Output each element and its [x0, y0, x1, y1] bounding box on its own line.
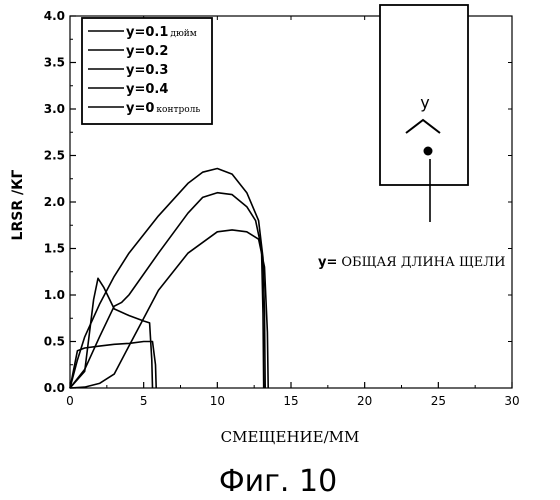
- y-tick-label: 3.0: [44, 102, 65, 116]
- y-tick-label: 0.0: [44, 381, 65, 395]
- x-tick-label: 10: [210, 394, 225, 408]
- series-line-1: [70, 342, 156, 389]
- inset-hole-dot: [424, 147, 433, 156]
- legend-label-3: y=0.4: [126, 82, 168, 97]
- x-tick-label: 25: [431, 394, 446, 408]
- y-tick-label: 3.5: [44, 56, 65, 70]
- inset-caption-text: ОБЩАЯ ДЛИНА ЩЕЛИ: [341, 255, 505, 270]
- x-axis-label: СМЕЩЕНИЕ/ММ: [221, 428, 360, 446]
- x-tick-label: 0: [66, 394, 74, 408]
- series-line-2: [70, 193, 264, 388]
- inset-y-label: y: [420, 93, 429, 112]
- legend-label-1: y=0.2: [126, 44, 168, 59]
- inset-diagram: y: [380, 5, 468, 222]
- y-tick-label: 1.0: [44, 288, 65, 302]
- figure-caption: Фиг. 10: [219, 464, 337, 499]
- y-axis-label: LRSR /КГ: [10, 169, 26, 240]
- x-tick-label: 5: [140, 394, 148, 408]
- x-tick-label: 15: [283, 394, 298, 408]
- y-tick-label: 0.5: [44, 335, 65, 349]
- y-tick-label: 2.5: [44, 149, 65, 163]
- legend-label-2: y=0.3: [126, 63, 168, 78]
- series-lines: [70, 169, 268, 389]
- legend: y=0.1дюймy=0.2y=0.3y=0.4y=0контроль: [82, 18, 212, 124]
- inset-caption-prefix: y=: [318, 255, 337, 270]
- inset-caption: y= ОБЩАЯ ДЛИНА ЩЕЛИ: [318, 253, 505, 270]
- x-tick-label: 20: [357, 394, 372, 408]
- y-tick-label: 2.0: [44, 195, 65, 209]
- y-tick-label: 1.5: [44, 242, 65, 256]
- series-line-3: [70, 230, 268, 388]
- x-tick-label: 30: [504, 394, 519, 408]
- y-tick-label: 4.0: [44, 9, 65, 23]
